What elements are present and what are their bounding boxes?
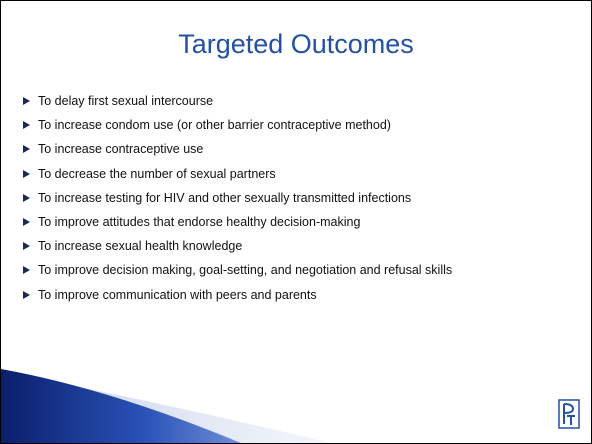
swoosh [1,369,241,443]
bullet-list: To delay first sexual intercourse To incr… [21,94,561,312]
slide-title: Targeted Outcomes [178,29,414,59]
bullet-item: To improve communication with peers and … [21,288,561,303]
bullet-item: To improve decision making, goal-setting… [21,263,561,278]
bullet-item: To improve attitudes that endorse health… [21,215,561,230]
logo [558,399,580,429]
bullet-item: To increase condom use (or other barrier… [21,118,561,133]
bullet-item: To increase testing for HIV and other se… [21,191,561,206]
bullet-item: To decrease the number of sexual partner… [21,167,561,182]
bullet-item: To delay first sexual intercourse [21,94,561,109]
bullet-item: To increase contraceptive use [21,142,561,157]
bullet-item: To increase sexual health knowledge [21,239,561,254]
